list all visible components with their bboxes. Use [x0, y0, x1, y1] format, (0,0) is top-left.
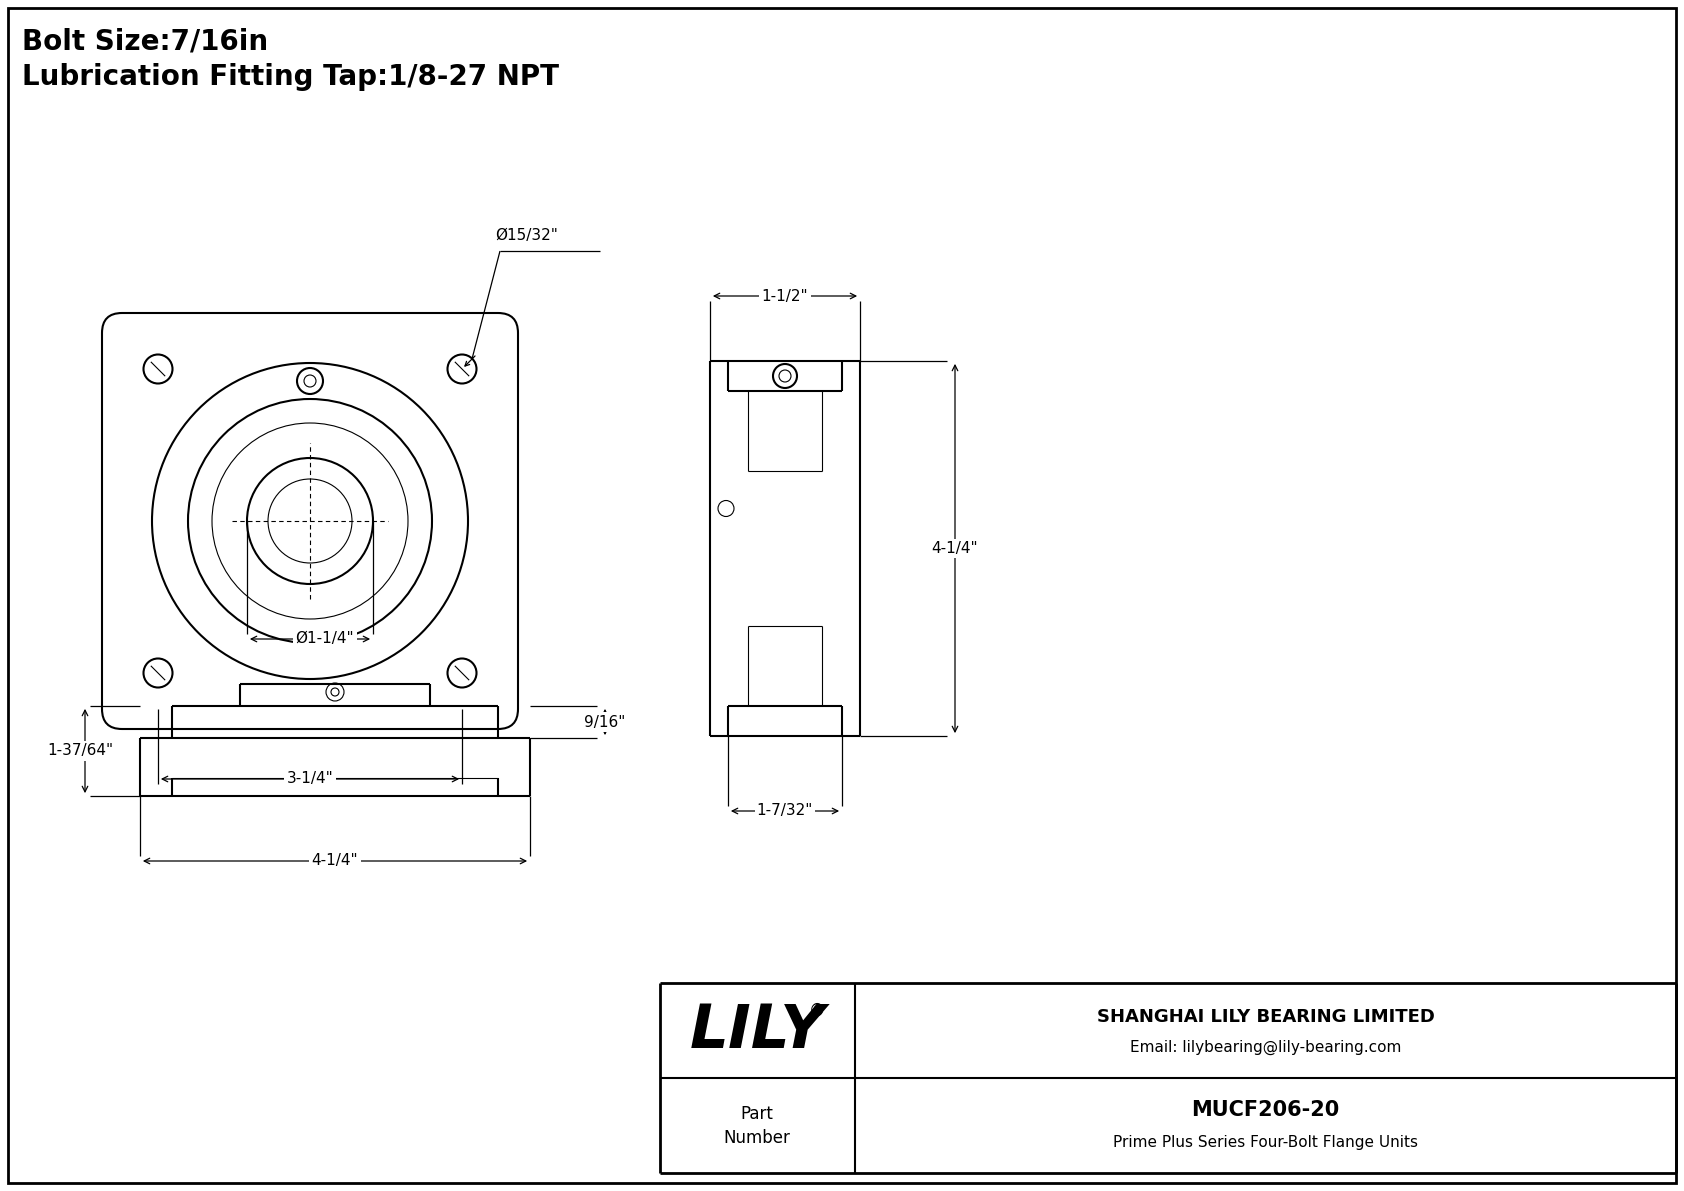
Text: LILY: LILY: [689, 1002, 825, 1060]
Text: Bolt Size:7/16in: Bolt Size:7/16in: [22, 29, 268, 56]
Text: 4-1/4": 4-1/4": [312, 854, 359, 868]
Text: Ø1-1/4": Ø1-1/4": [296, 631, 354, 647]
Text: 1-1/2": 1-1/2": [761, 288, 808, 304]
Text: MUCF206-20: MUCF206-20: [1191, 1100, 1340, 1120]
Text: 9/16": 9/16": [584, 715, 626, 730]
Text: Part
Number: Part Number: [724, 1105, 790, 1147]
Text: Ø15/32": Ø15/32": [495, 227, 557, 243]
Text: Prime Plus Series Four-Bolt Flange Units: Prime Plus Series Four-Bolt Flange Units: [1113, 1135, 1418, 1149]
Text: Lubrication Fitting Tap:1/8-27 NPT: Lubrication Fitting Tap:1/8-27 NPT: [22, 63, 559, 91]
Text: 3-1/4": 3-1/4": [286, 772, 333, 786]
Text: 1-7/32": 1-7/32": [756, 804, 813, 818]
Text: 1-37/64": 1-37/64": [47, 743, 113, 759]
Text: SHANGHAI LILY BEARING LIMITED: SHANGHAI LILY BEARING LIMITED: [1096, 1008, 1435, 1025]
Bar: [1120, 61, 1351, 272]
Text: ®: ®: [808, 1002, 825, 1019]
Text: 4-1/4": 4-1/4": [931, 541, 978, 556]
Text: Email: lilybearing@lily-bearing.com: Email: lilybearing@lily-bearing.com: [1130, 1040, 1401, 1054]
